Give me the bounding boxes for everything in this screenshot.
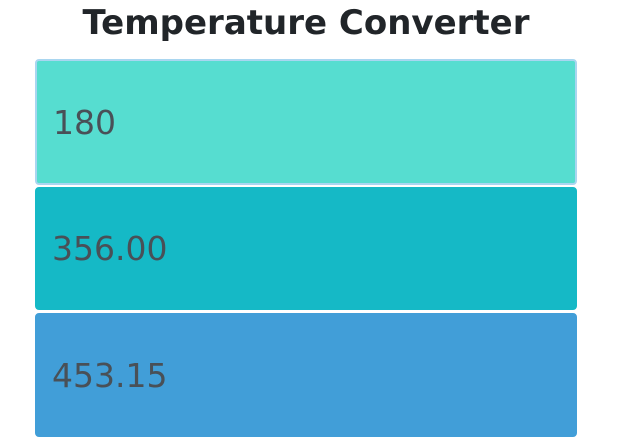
fahrenheit-value: 356.00 xyxy=(52,229,168,268)
celsius-value: 180 xyxy=(53,102,116,142)
kelvin-value: 453.15 xyxy=(52,355,168,395)
celsius-input[interactable]: 180 xyxy=(35,59,577,185)
page-title: Temperature Converter xyxy=(82,3,530,43)
fahrenheit-input[interactable]: 356.00 xyxy=(35,187,577,310)
kelvin-input[interactable]: 453.15 xyxy=(35,313,577,437)
